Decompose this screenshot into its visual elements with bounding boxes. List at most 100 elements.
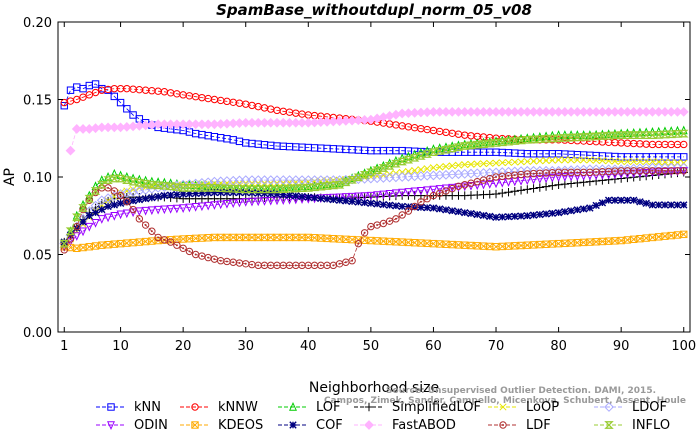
point-ldf-dot bbox=[332, 264, 335, 267]
point-loop bbox=[655, 158, 663, 166]
point-odin bbox=[435, 185, 444, 194]
point-kdeos-cross bbox=[398, 238, 406, 246]
point-inflo bbox=[535, 135, 545, 144]
point-ldf-dot bbox=[288, 264, 291, 267]
point-loop bbox=[623, 157, 631, 166]
point-cof bbox=[417, 203, 425, 212]
point-cof bbox=[335, 196, 344, 204]
point-kdeos-cross bbox=[605, 237, 613, 245]
point-ldf bbox=[410, 202, 419, 211]
legend-marker-odin bbox=[107, 421, 115, 431]
point-ldf-dot bbox=[451, 187, 454, 190]
point-cof bbox=[204, 189, 212, 197]
point-loop bbox=[580, 156, 588, 164]
point-inflo bbox=[666, 130, 676, 139]
point-kdeos-cross bbox=[423, 239, 431, 247]
point-odin bbox=[222, 199, 231, 209]
point-ldf-dot bbox=[394, 217, 397, 220]
point-odin bbox=[229, 199, 238, 209]
point-odin bbox=[179, 204, 188, 214]
point-loop bbox=[567, 156, 575, 164]
point-inflo bbox=[103, 176, 113, 184]
point-ldf-dot bbox=[194, 253, 197, 256]
point-loop bbox=[667, 158, 675, 166]
point-kdeos-cross bbox=[311, 234, 319, 242]
point-knn bbox=[129, 111, 137, 119]
point-cof bbox=[392, 202, 400, 210]
point-cof bbox=[310, 194, 319, 202]
point-kdeos-cross bbox=[98, 241, 106, 249]
point-odin bbox=[642, 168, 651, 178]
point-ldf bbox=[417, 198, 425, 206]
point-kdeos-cross bbox=[336, 235, 344, 243]
point-cof bbox=[98, 205, 106, 214]
point-inflo bbox=[297, 184, 307, 193]
point-inflo bbox=[222, 184, 232, 193]
point-kdeos-cross bbox=[223, 233, 231, 242]
point-loop bbox=[417, 166, 425, 174]
point-kdeos-cross bbox=[592, 238, 600, 246]
point-loop bbox=[611, 157, 619, 165]
point-kdeos-cross bbox=[79, 243, 87, 252]
point-inflo bbox=[65, 227, 76, 236]
point-kdeos-cross bbox=[630, 235, 638, 243]
point-kdeos-cross bbox=[573, 239, 581, 247]
point-odin bbox=[373, 191, 382, 200]
point-ldf bbox=[385, 217, 394, 225]
point-odin bbox=[423, 186, 432, 196]
point-odin bbox=[560, 172, 569, 182]
point-kdeos-cross bbox=[235, 233, 244, 242]
point-cof bbox=[642, 199, 650, 208]
series-knn bbox=[60, 80, 688, 161]
point-cof bbox=[173, 190, 181, 199]
point-kdeos-cross bbox=[461, 241, 469, 249]
y-axis-title: AP bbox=[2, 168, 18, 186]
point-loop bbox=[436, 163, 444, 171]
point-odin bbox=[172, 204, 181, 214]
point-cof bbox=[216, 188, 225, 197]
legend-marker-kdeos-cross bbox=[191, 421, 199, 429]
point-inflo bbox=[635, 131, 645, 139]
point-odin bbox=[248, 197, 256, 207]
legend-marker-ldof bbox=[604, 402, 614, 412]
point-inflo bbox=[453, 143, 464, 152]
point-loop bbox=[605, 157, 613, 165]
legend-item-kdeos: KDEOS bbox=[180, 418, 263, 433]
point-ldf-dot bbox=[344, 261, 347, 264]
x-tick-label: 30 bbox=[237, 339, 254, 354]
point-cof bbox=[648, 201, 657, 209]
y-tick-label: 0.10 bbox=[23, 171, 52, 186]
point-kdeos-cross bbox=[498, 242, 506, 250]
point-kdeos-cross bbox=[536, 241, 544, 249]
point-ldf-dot bbox=[307, 264, 310, 267]
point-odin bbox=[660, 168, 669, 177]
point-kdeos-cross bbox=[123, 239, 131, 247]
point-kdeos-cross bbox=[285, 233, 294, 242]
point-simplifiedlof bbox=[529, 184, 538, 193]
point-cof bbox=[661, 201, 669, 209]
point-ldf-dot bbox=[382, 222, 385, 225]
point-kdeos-cross bbox=[298, 233, 306, 242]
point-ldf bbox=[348, 257, 356, 265]
point-cof bbox=[179, 190, 187, 198]
point-kdeos-cross bbox=[523, 241, 531, 249]
point-cof bbox=[442, 206, 450, 214]
point-simplifiedlof bbox=[548, 181, 557, 190]
point-ldf bbox=[436, 189, 444, 197]
point-loop bbox=[448, 162, 456, 170]
point-cof bbox=[567, 207, 575, 215]
point-inflo bbox=[291, 184, 301, 193]
point-inflo bbox=[516, 136, 526, 145]
point-odin bbox=[460, 182, 469, 192]
point-ldf bbox=[79, 205, 87, 214]
point-lof bbox=[97, 175, 106, 184]
point-inflo bbox=[341, 178, 351, 187]
point-kdeos-cross bbox=[348, 236, 356, 244]
point-kdeos-cross bbox=[361, 236, 369, 244]
point-cof bbox=[129, 197, 137, 205]
point-kdeos-cross bbox=[661, 232, 669, 240]
point-odin bbox=[141, 206, 150, 216]
point-ldf bbox=[360, 229, 369, 237]
point-inflo bbox=[578, 133, 589, 141]
point-ldf-dot bbox=[651, 169, 654, 172]
